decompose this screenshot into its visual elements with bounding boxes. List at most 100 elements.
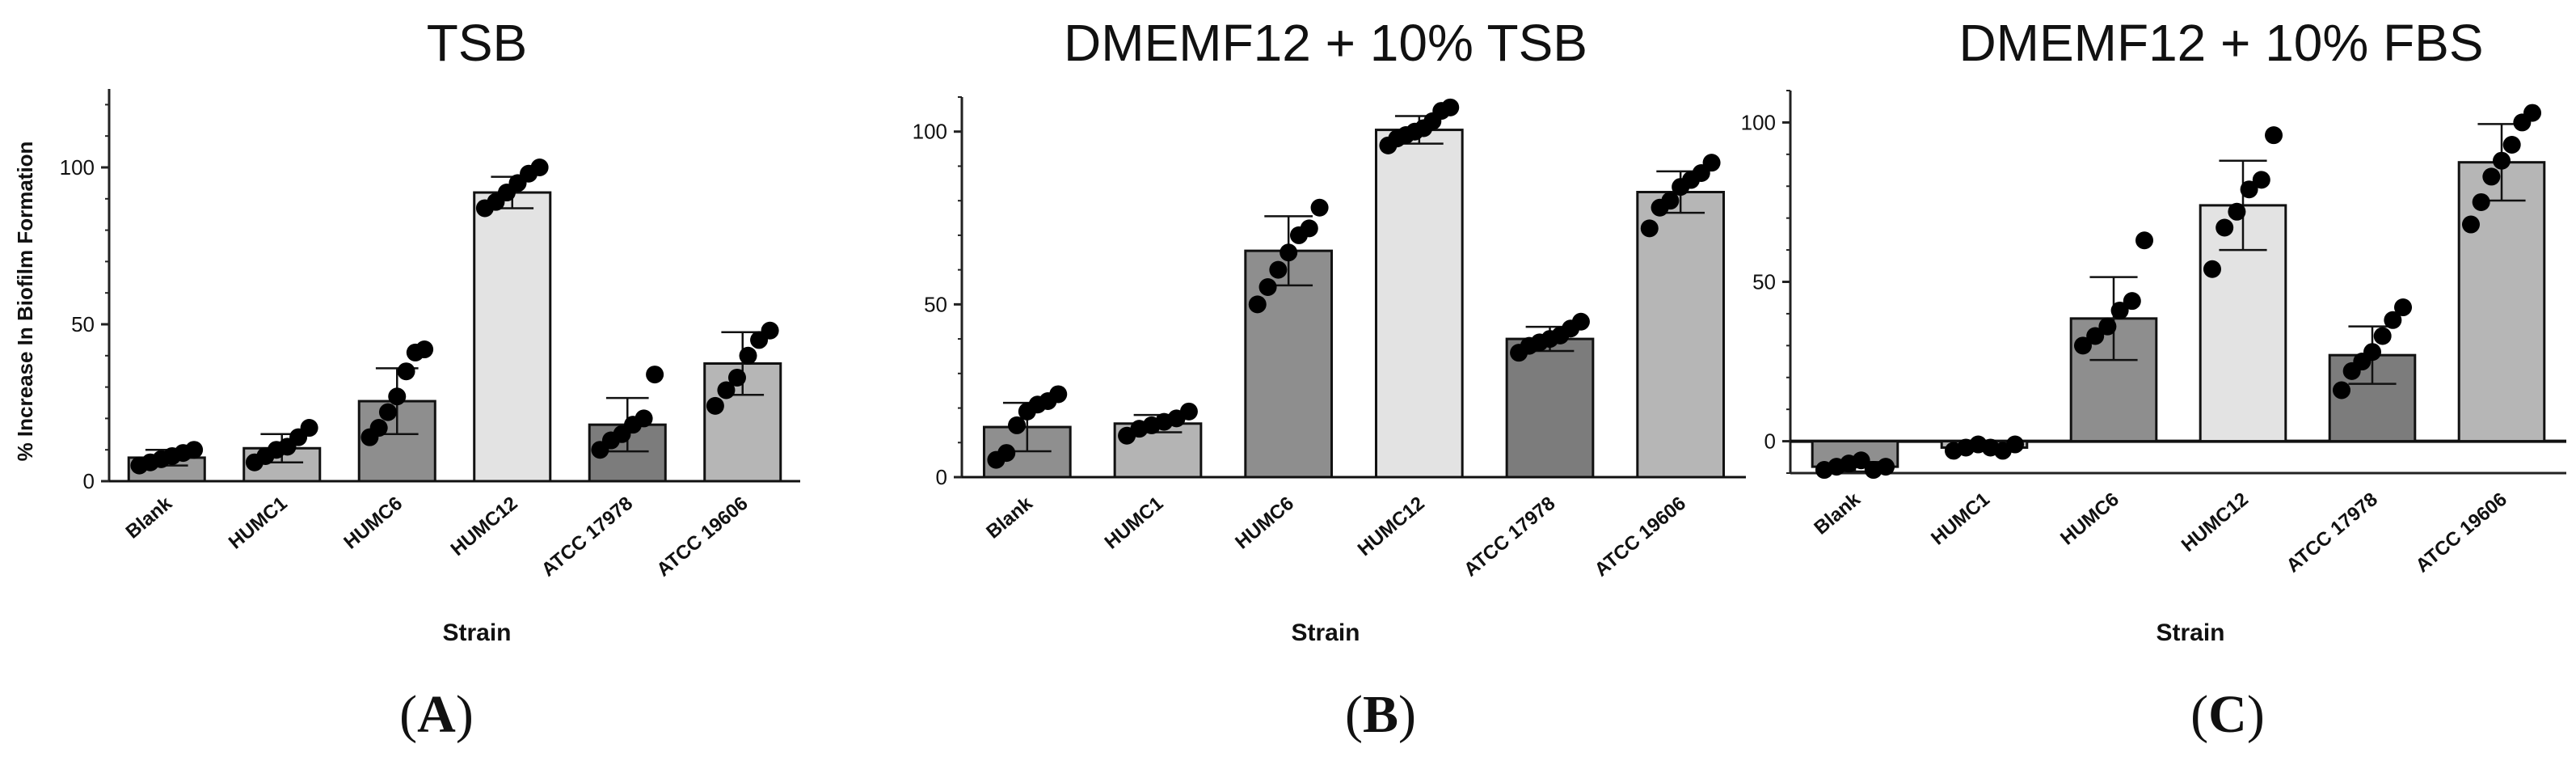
x-tick-label: Blank — [982, 492, 1037, 543]
y-tick-label: 0 — [83, 469, 95, 493]
x-axis-label: Strain — [1291, 619, 1360, 646]
data-point — [300, 419, 318, 438]
data-point — [2523, 104, 2542, 122]
data-point — [1008, 416, 1027, 434]
data-point — [2363, 343, 2381, 361]
bar — [1374, 129, 1464, 479]
bar — [473, 191, 552, 483]
data-point — [369, 419, 388, 438]
x-tick-label: ATCC 17978 — [538, 493, 637, 581]
x-tick-label: Blank — [122, 492, 177, 543]
x-tick-label: ATCC 17978 — [2283, 488, 2382, 577]
y-tick-label: 50 — [1752, 270, 1776, 294]
data-point — [415, 340, 434, 359]
data-point — [2006, 435, 2025, 454]
data-point — [397, 362, 415, 381]
data-point — [378, 403, 397, 421]
data-point — [2502, 136, 2521, 154]
data-point — [2461, 215, 2480, 234]
data-point — [2384, 311, 2402, 329]
data-point — [635, 409, 653, 428]
y-tick-label: 100 — [1741, 110, 1776, 134]
data-point — [717, 381, 736, 400]
data-point — [1877, 458, 1895, 476]
data-point — [646, 366, 664, 384]
x-tick-label: ATCC 19606 — [1591, 493, 1690, 581]
x-tick-label: Blank — [1810, 488, 1865, 539]
data-point — [1179, 402, 1198, 421]
chart-title: TSB — [427, 14, 527, 72]
data-point — [1049, 385, 1068, 404]
y-tick-label: 50 — [71, 312, 95, 336]
x-tick-label: HUMC6 — [1231, 493, 1298, 554]
panel-label-b: (B) — [1345, 685, 1416, 744]
data-point — [1269, 260, 1288, 279]
data-point — [1441, 98, 1460, 116]
data-point — [739, 346, 757, 365]
data-point — [2123, 292, 2141, 311]
x-tick-label: ATCC 19606 — [652, 493, 752, 581]
x-axis-label: Strain — [442, 619, 511, 646]
panel-label-a: (A) — [399, 685, 474, 744]
data-point — [997, 444, 1016, 463]
data-point — [2098, 317, 2117, 336]
x-tick-label: ATCC 19606 — [2412, 488, 2511, 577]
panel-label-c: (C) — [2190, 685, 2265, 744]
data-point — [2240, 180, 2258, 199]
data-point — [1702, 154, 1721, 172]
data-point — [1300, 219, 1318, 238]
data-point — [2482, 167, 2501, 186]
x-tick-label: HUMC12 — [447, 493, 522, 560]
data-point — [1640, 219, 1659, 238]
bar — [2457, 161, 2546, 443]
y-tick-label: 0 — [1764, 429, 1776, 454]
data-point — [1852, 451, 1870, 470]
chart-title: DMEMF12 + 10% TSB — [1064, 14, 1587, 72]
data-point — [388, 387, 407, 406]
x-tick-label: ATCC 17978 — [1460, 493, 1559, 581]
data-point — [2373, 327, 2392, 345]
y-axis-label: % Increase In Biofilm Formation — [13, 142, 37, 462]
y-tick-label: 100 — [913, 120, 947, 144]
data-point — [1661, 192, 1680, 210]
data-point — [2073, 336, 2092, 355]
x-axis-label: Strain — [2156, 619, 2224, 646]
data-point — [185, 441, 204, 459]
data-point — [2203, 260, 2221, 278]
x-tick-label: HUMC1 — [1101, 493, 1168, 554]
chart-panel-c: DMEMF12 + 10% FBS 0 50 100 Blank HUMC1 HUMC6 HU… — [1741, 14, 2566, 646]
data-point — [2086, 327, 2105, 345]
data-point — [727, 368, 746, 387]
x-tick-label: HUMC6 — [339, 493, 407, 554]
data-point — [1571, 312, 1590, 331]
chart-title: DMEMF12 + 10% FBS — [1958, 14, 2483, 72]
data-point — [2135, 231, 2154, 250]
y-tick-label: 0 — [936, 465, 947, 489]
data-point — [2228, 202, 2246, 221]
data-point — [2252, 171, 2270, 189]
y-tick-label: 100 — [60, 155, 95, 180]
data-point — [530, 159, 549, 176]
data-point — [2394, 298, 2413, 317]
chart-panel-b: DMEMF12 + 10% TSB 0 50 100 Blank HUMC1 HUMC6 HU… — [913, 14, 1746, 646]
data-point — [2265, 126, 2283, 145]
data-point — [1310, 198, 1329, 217]
x-tick-label: HUMC12 — [1354, 493, 1429, 560]
x-tick-label: HUMC1 — [1927, 488, 1994, 550]
bar — [1636, 191, 1726, 479]
data-point — [1258, 278, 1277, 296]
y-tick-label: 50 — [924, 292, 947, 316]
data-point — [1280, 243, 1298, 262]
data-point — [761, 321, 779, 340]
data-point — [2472, 192, 2490, 211]
data-point — [706, 396, 724, 415]
data-point — [2110, 301, 2129, 319]
x-tick-label: HUMC12 — [2178, 488, 2253, 556]
data-point — [2216, 218, 2234, 237]
data-point — [2493, 151, 2511, 170]
x-tick-label: HUMC6 — [2056, 488, 2123, 550]
x-tick-label: HUMC1 — [225, 493, 292, 554]
chart-panel-a: TSB 0 50 100 Blank HUMC1 HUMC6 HUMC12 ATCC 17978… — [13, 14, 800, 646]
data-point — [1248, 295, 1267, 314]
